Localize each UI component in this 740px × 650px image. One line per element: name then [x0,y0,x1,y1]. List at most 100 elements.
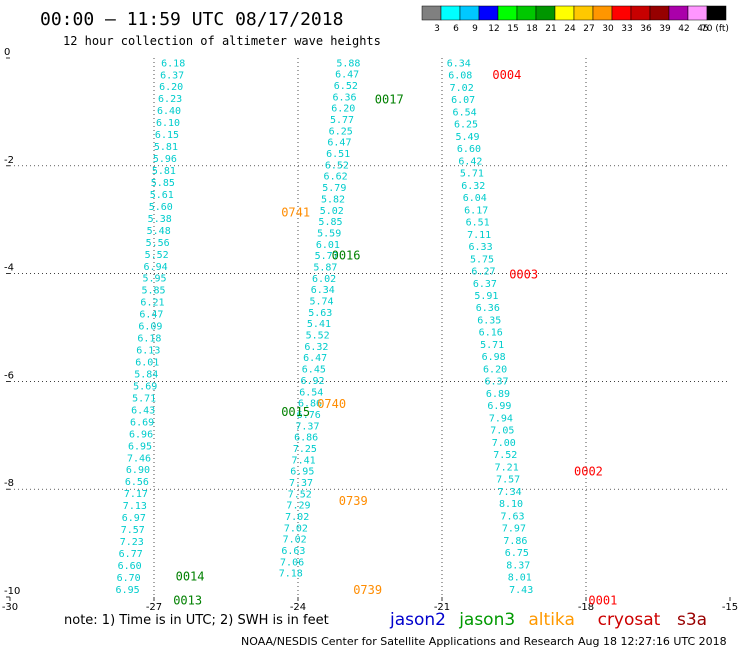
wave-height-value: 6.25 [454,120,478,131]
pass-labels: 0017 0016 0015 0014 0013 0741 0740 0739 0739 0004… [173,68,617,608]
colorbar-label: 39 [659,24,671,34]
chart-subtitle: 12 hour collection of altimeter wave hei… [63,34,381,48]
colorbar-label: 45 [697,24,708,34]
wave-height-value: 5.02 [320,206,344,217]
wave-height-value: 6.95 [290,467,314,478]
colorbar-label: 9 [472,24,478,34]
wave-height-value: 5.69 [133,381,157,392]
wave-height-value: 7.00 [492,438,516,449]
wave-height-value: 6.18 [137,334,161,345]
wave-height-value: 6.37 [473,279,497,290]
grid-lines [10,58,730,597]
wave-height-value: 5.85 [141,286,165,297]
wave-height-value: 5.82 [321,194,345,205]
satellite-legend-item: s3a [677,610,707,630]
colorbar-swatch [478,5,499,21]
colorbar-label: 3 [434,24,440,34]
y-tick-label: -8 [4,478,14,489]
x-tick-label: -15 [722,602,738,613]
colorbar-swatch [421,5,442,21]
wave-height-value: 7.97 [502,524,526,535]
wave-height-value: 6.97 [122,513,146,524]
wave-height-value: 6.60 [457,144,481,155]
colorbar-label: 33 [621,24,632,34]
x-tick-label: -30 [2,602,18,613]
wave-height-value: 6.08 [448,71,472,82]
wave-height-value: 7.94 [489,413,513,424]
wave-height-value: 7.23 [120,537,144,548]
wave-height-values: 6.186.376.206.236.406.106.155.815.965.81… [116,58,534,596]
wave-height-value: 6.32 [304,342,328,353]
wave-height-value: 6.17 [464,205,488,216]
wave-height-value: 8.10 [499,499,523,510]
wave-height-value: 6.07 [451,95,475,106]
colorbar-label: 6 [453,24,459,34]
wave-height-value: 7.37 [295,421,319,432]
wave-height-value: 5.75 [470,254,494,265]
pass-label: 0740 [317,397,346,411]
wave-height-value: 7.02 [285,512,309,523]
colorbar-label: 27 [583,24,594,34]
pass-label: 0004 [492,68,521,82]
wave-height-value: 6.40 [157,106,181,117]
colorbar-swatch [592,5,613,21]
wave-height-value: 6.20 [331,104,355,115]
wave-height-value: 5.87 [313,262,337,273]
wave-height-value: 6.01 [316,240,340,251]
colorbar-swatch [649,5,670,21]
wave-height-value: 6.47 [303,353,327,364]
wave-height-value: 6.32 [461,181,485,192]
wave-height-value: 5.81 [152,166,176,177]
colorbar-swatch [573,5,594,21]
wave-height-value: 7.52 [288,489,312,500]
satellite-legend: jason2 jason3 altika cryosat s3a [389,610,707,630]
colorbar-label: 15 [507,24,518,34]
colorbar-swatch [497,5,518,21]
wave-height-value: 5.85 [151,178,175,189]
y-tick-label: -10 [4,586,20,597]
wave-height-value: 6.45 [302,365,326,376]
colorbar-swatch [611,5,632,21]
wave-height-value: 5.77 [315,251,339,262]
y-tick-label: -4 [4,263,14,274]
y-tick-label: 0 [4,47,10,58]
colorbar-label: 70 (ft) [701,24,729,34]
wave-height-value: 6.15 [155,130,179,141]
wave-height-value: 6.47 [327,138,351,149]
wave-height-value: 6.51 [466,218,490,229]
wave-height-value: 7.34 [498,487,522,498]
wave-height-value: 6.70 [117,573,141,584]
satellite-legend-item: cryosat [598,610,661,630]
wave-height-value: 5.52 [306,331,330,342]
wave-height-value: 7.37 [289,478,313,489]
wave-height-value: 6.25 [329,126,353,137]
wave-height-value: 6.37 [484,377,508,388]
colorbar-swatch [535,5,556,21]
wave-height-value: 6.60 [118,561,142,572]
colorbar-label: 18 [526,24,538,34]
colorbar-swatch [687,5,708,21]
wave-height-value: 6.96 [129,429,153,440]
wave-height-value: 6.21 [140,298,164,309]
satellite-legend-item: jason3 [458,610,515,630]
wave-height-value: 5.88 [336,58,360,69]
wave-height-value: 6.09 [138,322,162,333]
wave-height-value: 6.02 [312,274,336,285]
wave-height-value: 6.04 [463,193,487,204]
x-tick-label: -18 [578,602,594,613]
wave-height-value: 7.11 [467,230,491,241]
wave-height-value: 5.77 [330,115,354,126]
wave-height-value: 6.33 [469,242,493,253]
wave-height-value: 6.43 [131,405,155,416]
wave-height-value: 5.71 [480,340,504,351]
pass-label: 0014 [176,569,205,583]
pass-label: 0741 [281,206,310,220]
colorbar-swatch [554,5,575,21]
wave-height-value: 6.37 [160,70,184,81]
wave-height-value: 6.20 [159,82,183,93]
wave-height-value: 5.48 [147,226,171,237]
x-tick-label: -24 [290,602,306,613]
wave-height-value: 7.13 [123,501,147,512]
